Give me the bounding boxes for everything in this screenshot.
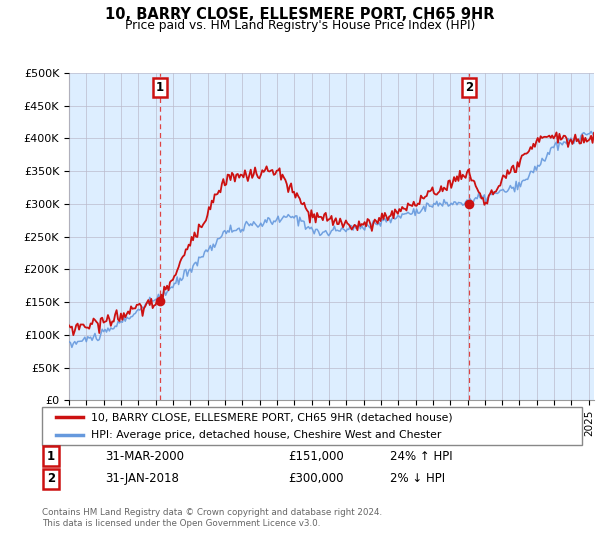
- Text: 2: 2: [47, 472, 55, 486]
- Text: 31-MAR-2000: 31-MAR-2000: [105, 450, 184, 463]
- Text: 1: 1: [47, 450, 55, 463]
- Text: 10, BARRY CLOSE, ELLESMERE PORT, CH65 9HR (detached house): 10, BARRY CLOSE, ELLESMERE PORT, CH65 9H…: [91, 412, 452, 422]
- Text: 1: 1: [156, 81, 164, 95]
- Text: £151,000: £151,000: [288, 450, 344, 463]
- Text: Contains HM Land Registry data © Crown copyright and database right 2024.
This d: Contains HM Land Registry data © Crown c…: [42, 508, 382, 528]
- Text: 10, BARRY CLOSE, ELLESMERE PORT, CH65 9HR: 10, BARRY CLOSE, ELLESMERE PORT, CH65 9H…: [105, 7, 495, 22]
- Text: 24% ↑ HPI: 24% ↑ HPI: [390, 450, 452, 463]
- Text: 2: 2: [465, 81, 473, 95]
- Text: 2% ↓ HPI: 2% ↓ HPI: [390, 472, 445, 486]
- Text: HPI: Average price, detached house, Cheshire West and Chester: HPI: Average price, detached house, Ches…: [91, 430, 441, 440]
- FancyBboxPatch shape: [42, 407, 582, 445]
- Text: Price paid vs. HM Land Registry's House Price Index (HPI): Price paid vs. HM Land Registry's House …: [125, 19, 475, 32]
- Text: £300,000: £300,000: [288, 472, 343, 486]
- Text: 31-JAN-2018: 31-JAN-2018: [105, 472, 179, 486]
